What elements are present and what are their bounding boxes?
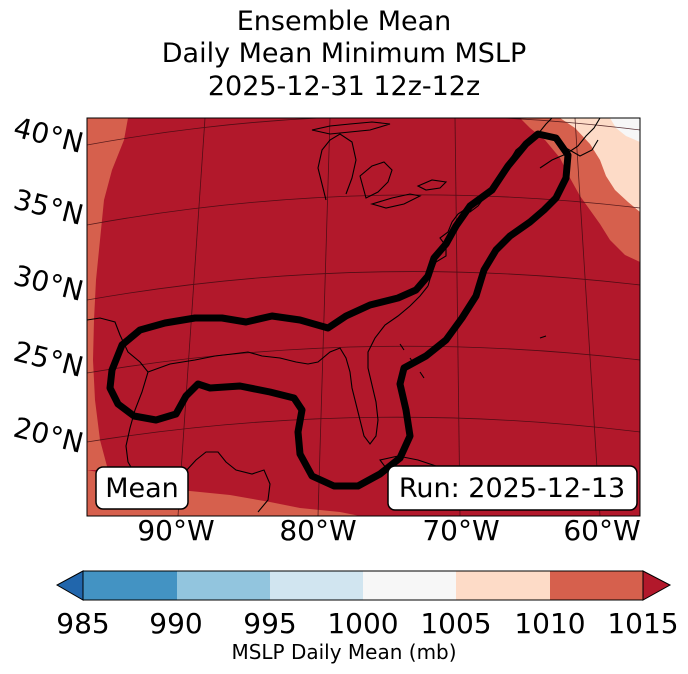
colorbar-frame [82,570,644,601]
lake-ontario [416,179,448,191]
lon-label: 80°W [279,514,356,547]
run-box: Run: 2025-12-13 [387,465,638,511]
lake-huron [359,161,393,199]
field-1005-ne [560,118,640,212]
title-line-2: Daily Mean Minimum MSLP [161,38,527,69]
meridian-80 [317,118,331,516]
run-label: Run: 2025-12-13 [399,473,625,504]
graticule [87,118,640,516]
colorbar-tick: 1015 [607,607,678,640]
lake-superior [311,121,391,135]
colorbar-tick: 1005 [420,607,491,640]
parallel-35 [87,194,640,226]
colorbar-tick: 1000 [327,607,398,640]
mean-label: Mean [105,473,179,504]
colorbar-extend-high [642,570,672,601]
colorbar-segment [83,571,177,600]
colorbar-segment [270,571,363,600]
colorbar-extend-low [55,570,84,601]
parallel-20 [87,416,640,443]
field-1015-plus [87,118,640,516]
lon-label: 90°W [137,514,214,547]
lake-michigan [317,133,357,201]
lat-label: 35°N [10,183,86,232]
meridian-60 [574,118,601,516]
lon-labels: 90°W 80°W 70°W 60°W [137,514,640,547]
parallel-30 [87,271,640,301]
us-gulf-and-florida [147,285,429,445]
parallel-40 [87,118,640,146]
field-1010-west [87,118,128,470]
field-1000-corner [610,118,640,142]
title-line-3: 2025-12-31 12z-12z [207,71,481,102]
lat-label: 20°N [10,411,86,460]
lat-label: 40°N [10,111,86,160]
lake-erie [370,193,422,209]
bermuda [539,335,547,339]
pressure-field [87,118,640,516]
colorbar-segment [550,571,643,600]
colorbar-tick: 1010 [514,607,585,640]
colorbar-tick: 985 [56,607,109,640]
lat-label: 30°N [10,259,86,308]
lon-label: 60°W [563,514,640,547]
lon-label: 70°W [422,514,499,547]
colorbar-tick: 990 [149,607,202,640]
parallel-25 [87,345,640,374]
lat-labels: 40°N 35°N 30°N 25°N 20°N [10,111,86,460]
map-frame [86,117,641,517]
lat-label: 25°N [10,335,86,384]
mean-box: Mean [95,466,189,510]
colorbar: 985 990 995 1000 1005 1010 1015 [55,570,679,640]
cape-breton [565,139,599,157]
colorbar-label: MSLP Daily Mean (mb) [231,640,457,664]
colorbar-segment [177,571,270,600]
colorbar-tick: 995 [243,607,296,640]
colorbar-segment [363,571,456,600]
min-mslp-contour [106,130,572,490]
nova-scotia [539,118,601,169]
title-line-1: Ensemble Mean [236,6,452,37]
meridian-70 [454,118,461,516]
colorbar-segment [456,571,550,600]
